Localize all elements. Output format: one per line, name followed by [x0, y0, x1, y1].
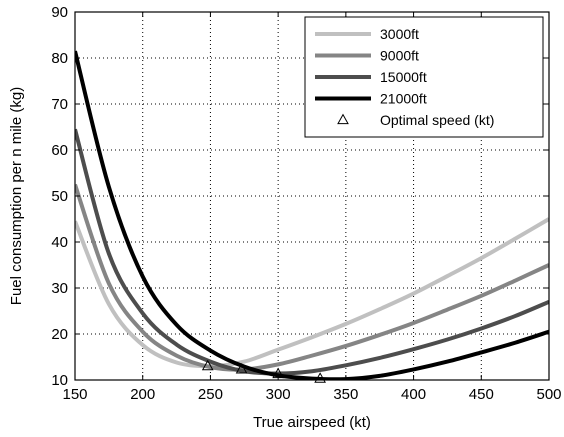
- x-tick-label: 400: [401, 386, 426, 403]
- series-line-9000ft: [75, 183, 549, 372]
- x-axis-ticks: 150 200 250 300 350 400 450 500: [62, 12, 562, 403]
- x-tick-label: 200: [130, 386, 155, 403]
- x-tick-label: 350: [333, 386, 358, 403]
- y-tick-label: 10: [51, 372, 68, 389]
- series-line-3000ft: [75, 217, 549, 369]
- legend-label: 15000ft: [380, 69, 427, 85]
- x-axis-label: True airspeed (kt): [253, 414, 371, 431]
- legend-label: 9000ft: [380, 48, 419, 64]
- optimal-speed-marker: [235, 362, 248, 374]
- x-tick-label: 450: [469, 386, 494, 403]
- x-tick-label: 150: [62, 386, 87, 403]
- y-tick-label: 90: [51, 4, 68, 21]
- y-tick-label: 80: [51, 50, 68, 67]
- legend: 3000ft 9000ft 15000ft 21000ft Optimal speed …: [304, 16, 544, 138]
- grid-lines: [75, 12, 549, 380]
- optimal-speed-marker: [314, 372, 326, 383]
- x-tick-label: 300: [266, 386, 291, 403]
- series-line-21000ft: [75, 50, 549, 380]
- y-tick-label: 20: [51, 326, 68, 343]
- legend-label: 3000ft: [380, 26, 419, 42]
- y-tick-label: 70: [51, 96, 68, 113]
- y-tick-label: 60: [51, 142, 68, 159]
- y-tick-label: 50: [51, 188, 68, 205]
- x-tick-label: 500: [536, 386, 561, 403]
- y-tick-label: 30: [51, 280, 68, 297]
- series-lines: [75, 50, 549, 380]
- x-tick-label: 250: [198, 386, 223, 403]
- y-axis-ticks: 10 20 30 40 50 60 70 80 90: [51, 4, 549, 389]
- legend-label: 21000ft: [380, 91, 427, 107]
- optimal-speed-marker: [201, 359, 214, 371]
- legend-marker-optimal: [337, 113, 349, 125]
- y-tick-label: 40: [51, 234, 68, 251]
- series-line-15000ft: [75, 128, 549, 376]
- y-axis-label: Fuel consumption per n mile (kg): [8, 87, 25, 305]
- legend-label: Optimal speed (kt): [380, 112, 494, 128]
